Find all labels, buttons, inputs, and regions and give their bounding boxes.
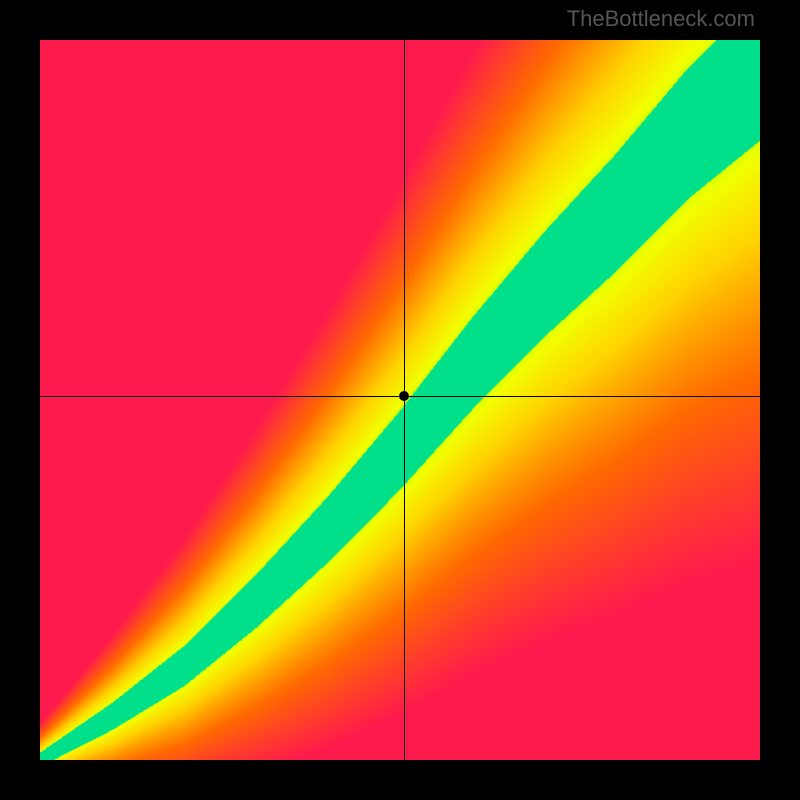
heatmap-plot	[40, 40, 760, 760]
data-point-marker	[399, 391, 409, 401]
watermark-text: TheBottleneck.com	[567, 6, 755, 32]
